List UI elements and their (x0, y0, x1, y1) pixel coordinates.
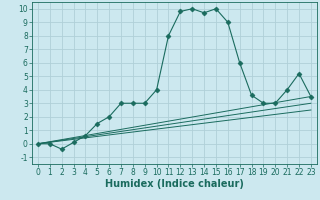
X-axis label: Humidex (Indice chaleur): Humidex (Indice chaleur) (105, 179, 244, 189)
